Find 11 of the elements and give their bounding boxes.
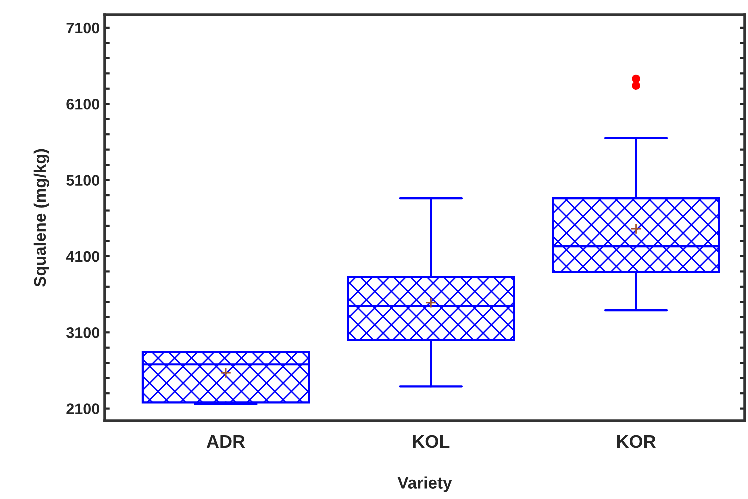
y-tick-label: 3100 — [66, 328, 100, 338]
y-tick-label: 2100 — [66, 404, 100, 414]
y-tick-label: 6100 — [66, 98, 100, 110]
y-axis-title: Squalene (mg/kg) — [34, 149, 50, 287]
x-axis-title: Variety — [398, 476, 452, 492]
x-tick-label: ADR — [206, 436, 246, 448]
x-tick-label: KOL — [413, 435, 450, 448]
y-tick-label: 5100 — [66, 175, 100, 186]
x-tick-label: KOR — [617, 435, 656, 448]
y-tick-label: 4100 — [66, 251, 100, 262]
y-tick-label: 7100 — [66, 22, 100, 34]
